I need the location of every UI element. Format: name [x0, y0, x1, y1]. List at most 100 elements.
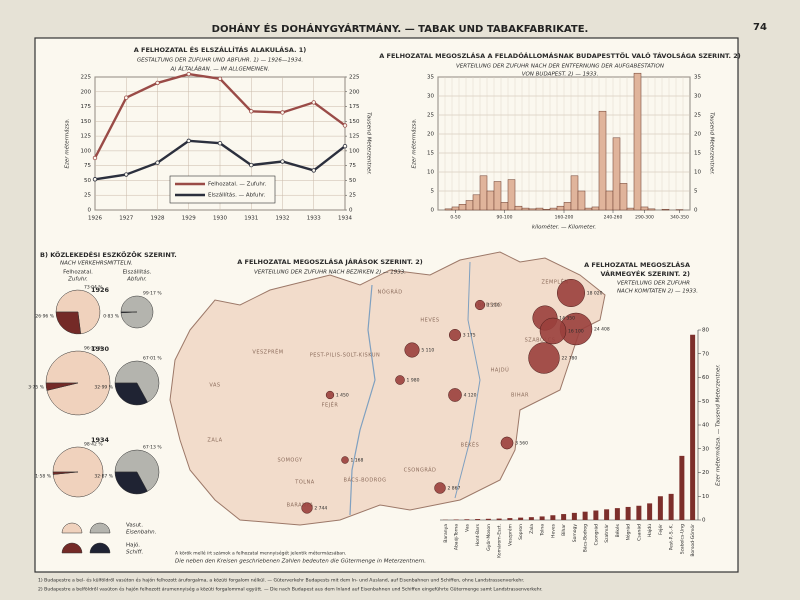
- bar: [451, 206, 460, 211]
- x-tick-label: 1928: [151, 216, 165, 222]
- bubble: [395, 375, 405, 385]
- pie-slice: [52, 471, 79, 475]
- bar: [636, 505, 642, 520]
- chart-subtitle: VERTEILUNG DER ZUFUHR NACH BEZIRKEN 2) —…: [254, 270, 406, 276]
- column-label: Felhozatal.: [63, 270, 93, 276]
- bar: [690, 334, 696, 520]
- x-tick-label: 1934: [338, 216, 352, 222]
- value-label: 0·83 %: [103, 314, 119, 320]
- x-tick-label: Hont-Bars: [475, 523, 481, 546]
- chart-subtitle: A) ÁLTALÁBAN. — IM ALLGEMEINEN.: [170, 66, 270, 73]
- bar: [485, 518, 491, 520]
- column-label: Elszállítás.: [123, 269, 152, 276]
- y2-tick-label: 125: [349, 134, 360, 140]
- y-tick-label: 0: [431, 208, 435, 214]
- bar: [549, 207, 558, 211]
- bar: [593, 510, 599, 520]
- value-label: 32·87 %: [94, 474, 113, 480]
- pie-slice: [45, 382, 79, 391]
- bar: [563, 202, 572, 211]
- value-label: 99·17 %: [143, 291, 162, 297]
- bar: [542, 208, 551, 211]
- bar: [570, 175, 579, 211]
- legend-label: Felhozatal. — Zufuhr.: [208, 182, 267, 188]
- chart-title: A FELHOZATAL MEGOSZLÁSA: [584, 260, 690, 269]
- pie-slice: [114, 449, 160, 492]
- y-tick-label: 125: [81, 134, 92, 140]
- bar: [668, 493, 674, 520]
- y-tick-label: 50: [702, 399, 709, 405]
- legend-swatch: [61, 542, 83, 554]
- y-tick-label: 30: [427, 94, 434, 100]
- pie-slice: [114, 471, 148, 495]
- page-number: 74: [753, 22, 767, 33]
- x-tick-label: Csongrád: [592, 524, 599, 546]
- point: [342, 123, 348, 128]
- bubble: [448, 328, 462, 342]
- x-tick-label: Szatmár: [603, 524, 610, 543]
- bar: [465, 200, 474, 211]
- x-tick-label: Pest-P.-S.-K.: [669, 524, 675, 550]
- y-axis-label: Ezer métermázsa.: [411, 118, 418, 168]
- legend-label: Schiff.: [126, 550, 143, 556]
- pie-slice: [55, 311, 81, 335]
- bar: [582, 511, 588, 520]
- y-tick-label: 5: [431, 189, 435, 195]
- bar: [528, 517, 534, 520]
- y2-tick-label: 200: [349, 89, 360, 95]
- map-outline: [169, 251, 606, 526]
- chart-subtitle: NACH VERKEHRSMITTELN.: [60, 261, 133, 267]
- x-tick-label: 340-350: [670, 215, 689, 221]
- bar: [604, 509, 610, 520]
- bar: [605, 190, 614, 211]
- region-label: BORSOD: [478, 303, 503, 309]
- value-label: 32·99 %: [94, 385, 113, 391]
- point: [342, 143, 348, 149]
- point: [249, 109, 254, 114]
- value-label: 18 020: [587, 291, 603, 297]
- point: [217, 141, 223, 146]
- y2-tick-label: 75: [349, 163, 356, 169]
- region-label: HAJDÚ: [491, 367, 510, 374]
- pie-slice: [120, 311, 138, 314]
- value-label: 1 168: [351, 458, 364, 464]
- x-tick-label: 0-50: [450, 215, 460, 221]
- x-tick-label: Bács-Bodrog: [582, 524, 589, 552]
- bar: [518, 517, 524, 520]
- bar: [496, 518, 502, 520]
- bar: [571, 512, 577, 520]
- y2-axis-label: Tausend Meterzentner.: [709, 112, 715, 175]
- bar: [514, 205, 523, 211]
- value-label: 67·01 %: [143, 356, 162, 362]
- bar: [507, 179, 516, 211]
- bar: [493, 181, 502, 211]
- x-tick-label: 1927: [119, 216, 133, 222]
- bar: [561, 514, 567, 520]
- point: [186, 71, 191, 77]
- bar: [647, 503, 653, 520]
- bar: [539, 516, 545, 520]
- value-label: 1 450: [336, 393, 349, 399]
- bar: [584, 207, 593, 211]
- year-label: 1930: [91, 345, 110, 353]
- bar: [633, 72, 642, 211]
- note: A körök mellé írt számok a felhozatal me…: [175, 550, 346, 557]
- y-tick-label: 40: [702, 423, 709, 429]
- y-tick-label: 0: [694, 208, 698, 214]
- bubble: [557, 279, 585, 307]
- bar: [500, 202, 509, 211]
- x-tick-label: Heves: [550, 523, 556, 538]
- value-label: 2 744: [314, 506, 327, 512]
- y-tick-label: 0: [702, 518, 706, 524]
- note: Die neben den Kreisen geschriebenen Zahl…: [175, 559, 426, 565]
- bubble: [500, 436, 514, 450]
- x-tick-label: Komárom-Eszt.: [496, 524, 503, 558]
- bar: [535, 207, 544, 211]
- bar: [472, 194, 481, 211]
- bar: [598, 110, 607, 211]
- river-danube: [349, 284, 376, 516]
- y-tick-label: 10: [694, 170, 701, 176]
- value-label: 1 980: [407, 378, 420, 384]
- y2-tick-label: 150: [349, 119, 360, 125]
